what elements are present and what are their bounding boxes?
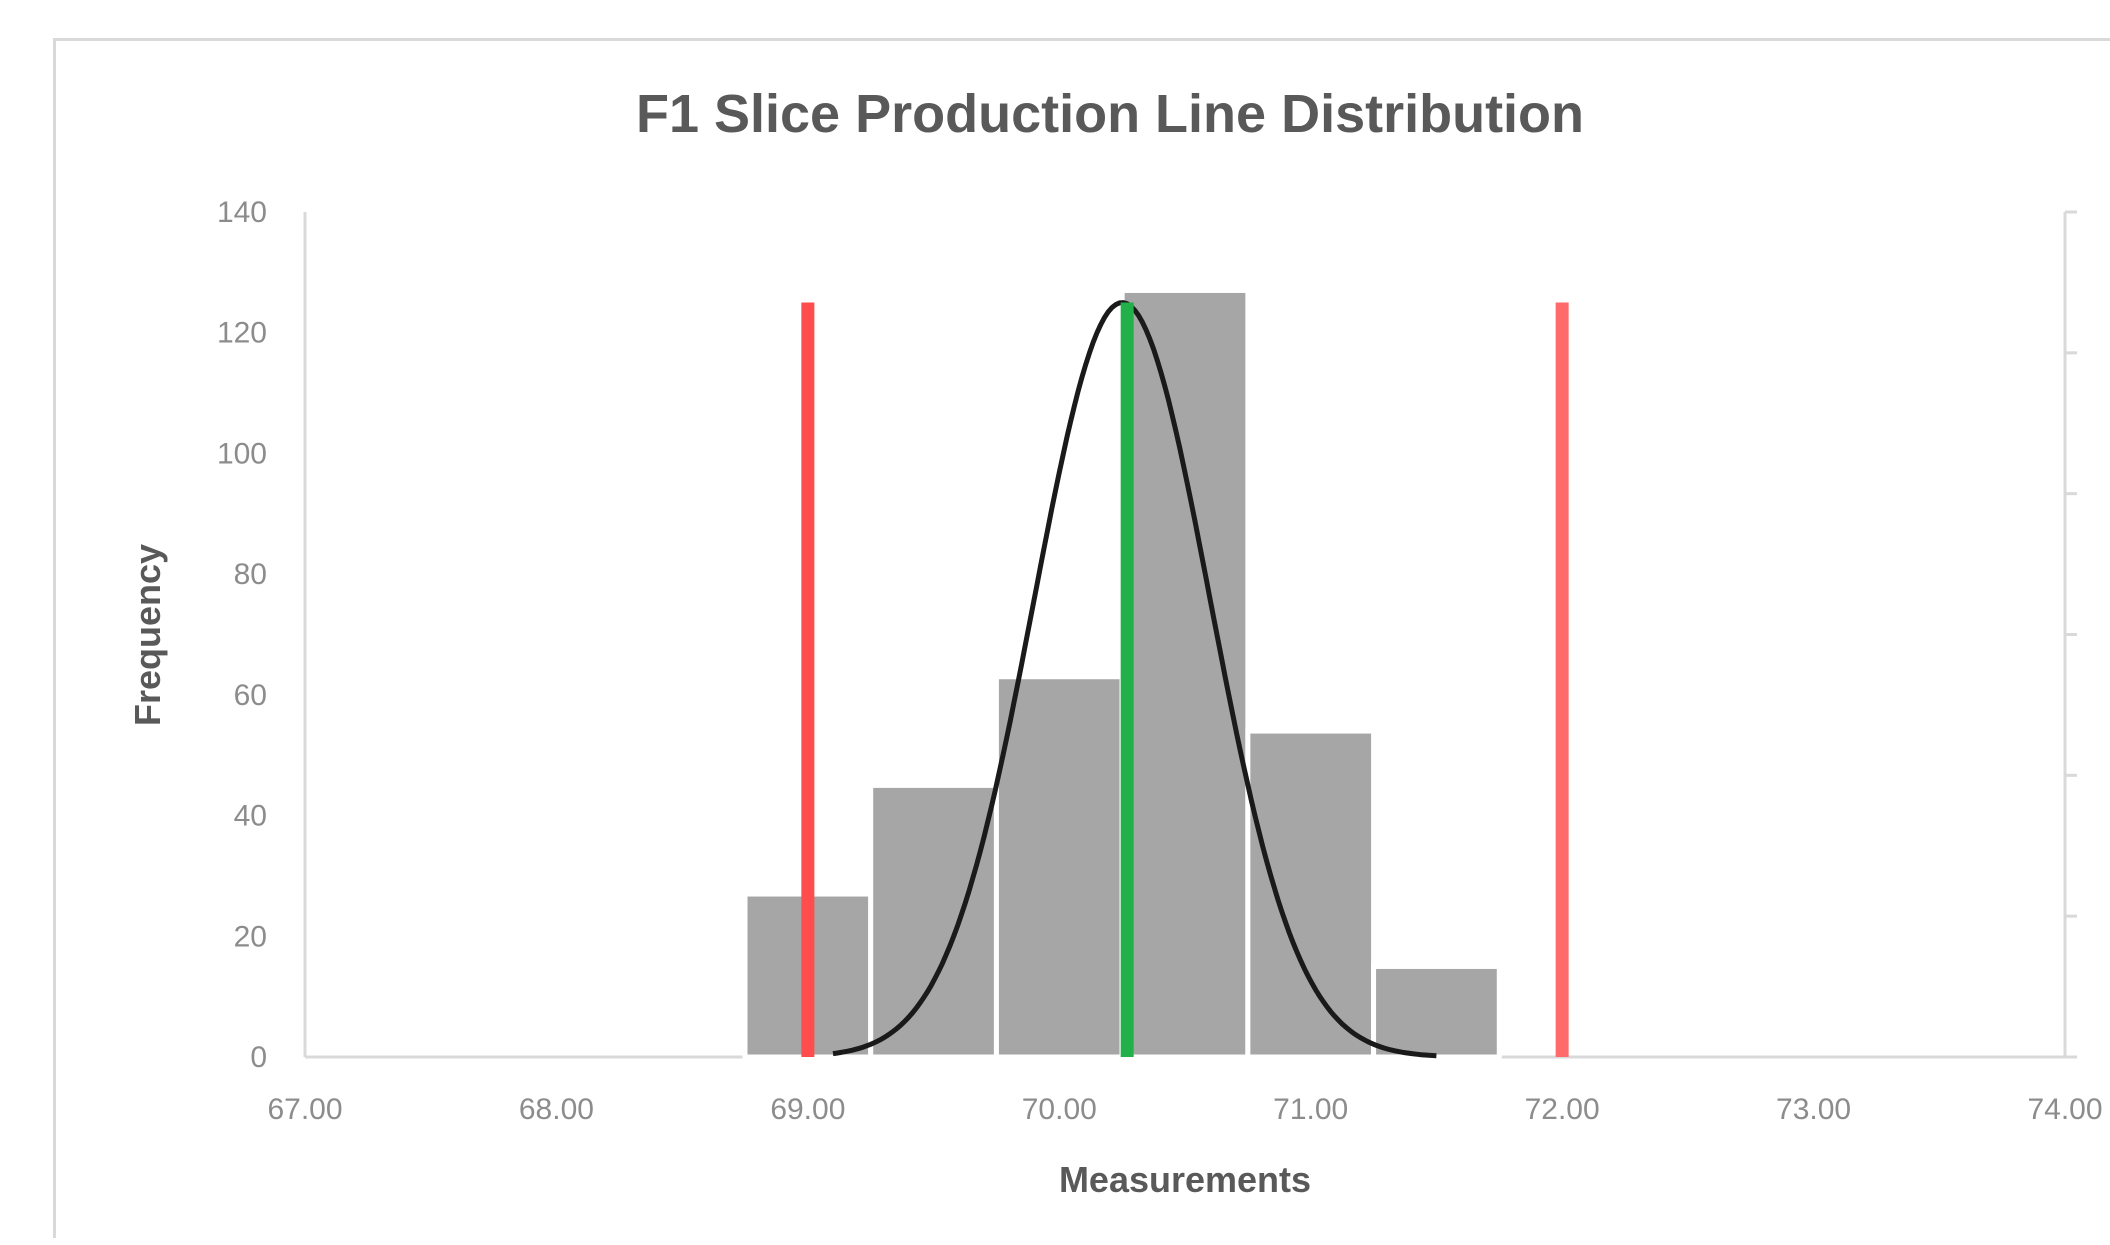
histogram-bar [1119, 287, 1251, 1060]
y-tick-label: 40 [234, 800, 267, 833]
y-axis-title: Frequency [127, 544, 168, 726]
chart-area-frame [53, 38, 2110, 1238]
x-tick-label: 68.00 [519, 1093, 594, 1126]
y-tick-label: 100 [217, 437, 267, 470]
y-tick-label: 120 [217, 317, 267, 350]
x-tick-label: 71.00 [1273, 1093, 1348, 1126]
histogram-bar [1371, 963, 1502, 1060]
x-axis-title: Measurements [1059, 1159, 1311, 1200]
x-tick-label: 72.00 [1525, 1093, 1600, 1126]
y-tick-label: 80 [234, 558, 267, 591]
x-tick-label: 70.00 [1022, 1093, 1097, 1126]
x-tick-label: 67.00 [267, 1093, 342, 1126]
y-tick-label: 140 [217, 196, 267, 229]
chart-title: F1 Slice Production Line Distribution [636, 84, 1584, 144]
x-tick-label: 74.00 [2027, 1093, 2102, 1126]
histogram-bar [993, 674, 1125, 1060]
x-tick-label: 69.00 [770, 1093, 845, 1126]
normal-distribution-curve [832, 300, 1437, 1059]
y-tick-label: 20 [234, 920, 267, 953]
histogram-bar [868, 782, 999, 1060]
histogram-bar [1245, 728, 1377, 1060]
x-tick-label: 73.00 [1776, 1093, 1851, 1126]
y-tick-label: 0 [250, 1041, 267, 1074]
y-tick-label: 60 [234, 679, 267, 712]
